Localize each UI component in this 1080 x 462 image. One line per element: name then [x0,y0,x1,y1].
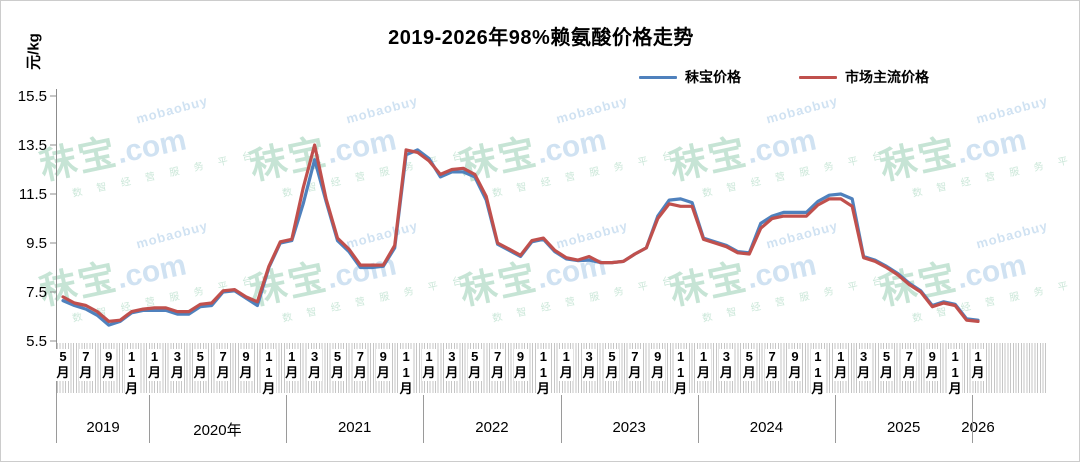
year-label: 2026 [961,419,995,436]
y-tick-label: 5.5 [26,333,47,350]
year-separator [286,395,287,443]
legend: 秣宝价格 市场主流价格 [639,67,929,87]
red-line-swatch-icon [799,75,837,79]
year-separator [972,395,974,443]
year-separator [835,395,836,443]
blue-line-swatch-icon [639,75,677,79]
legend-item-market-price: 市场主流价格 [799,67,929,87]
year-label: 2025 [886,419,921,436]
year-label: 2022 [475,419,509,436]
year-label: 2020年 [193,422,242,439]
legend-label: 秣宝价格 [685,69,741,85]
y-tick-label: 7.5 [26,284,47,301]
year-separator [423,395,425,443]
year-separator [560,395,562,443]
legend-label: 市场主流价格 [845,69,929,85]
year-separator [148,395,150,443]
year-label: 2021 [337,419,372,436]
axis-baseline-extension [56,342,57,443]
year-separator [697,395,699,443]
chart-title: 2019-2026年98%赖氨酸价格走势 [388,27,694,49]
year-label: 2024 [749,419,784,436]
series-line-1 [61,143,980,323]
legend-item-mobao-price: 秣宝价格 [639,67,741,87]
y-tick-label: 15.5 [17,88,47,105]
series-line-0 [61,148,980,327]
year-label: 2019 [86,419,120,436]
y-tick-label: 9.5 [26,235,47,252]
y-tick-label: 13.5 [17,137,47,154]
year-label: 2023 [612,419,646,436]
y-tick-label: 11.5 [18,186,47,203]
